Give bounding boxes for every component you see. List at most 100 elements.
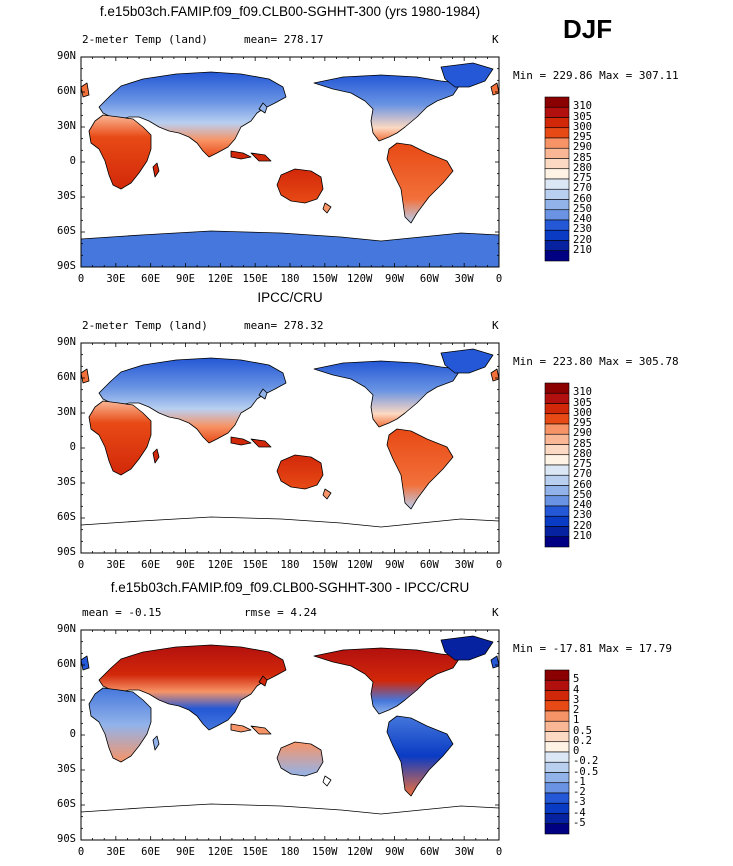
lat-tick-label: 90S [57,260,76,272]
colorbar-label: 310 [573,386,592,399]
lat-tick-label: 90N [57,50,76,62]
lat-tick-label: 60N [57,371,76,383]
colorbar-box [544,209,570,221]
lon-tick-label: 60W [419,846,439,858]
colorbar-label: 220 [573,233,592,246]
south-america-region [386,715,454,797]
map-plot [80,56,500,268]
colorbar-label: -4 [573,806,586,819]
colorbar-box [544,679,570,691]
lon-tick-label: 180 [280,273,300,285]
colorbar-box [544,168,570,180]
lon-tick-label: 180 [280,559,300,571]
madagascar-region [152,448,160,464]
colorbar-label: 300 [573,120,592,133]
colorbar-box [544,188,570,200]
colorbar-box [544,158,570,170]
colorbar-box [544,199,570,211]
australia-region [276,741,324,777]
lon-tick-label: 30E [106,559,126,571]
colorbar-label: 0.5 [573,724,592,737]
lon-tick-label: 120W [347,273,373,285]
colorbar-box [544,485,570,497]
antarctica-coastline [80,516,500,528]
colorbar-box [544,782,570,794]
australia-region [276,454,324,490]
colorbar-label: 220 [573,519,592,532]
lat-tick-label: 60S [57,798,76,810]
unit-label: K [492,606,499,619]
colorbar-label: 280 [573,161,592,174]
north-america-region [313,647,462,715]
colorbar-label: -2 [573,786,586,798]
lon-tick-label: 150W [312,273,338,285]
colorbar-label: -0.5 [573,765,599,778]
unit-label: K [492,33,499,46]
colorbar-box [544,392,570,404]
lon-tick-label: 150W [312,559,338,571]
colorbar-label: 2 [573,704,580,716]
lon-tick-label: 90W [385,846,404,858]
colorbar-box [544,413,570,425]
colorbar-box [544,751,570,763]
lon-tick-label: 0 [77,273,85,285]
south-america-region [386,428,454,510]
colorbar-label: 280 [573,447,592,460]
colorbar-box [544,669,570,681]
colorbar-label: 240 [573,213,592,225]
colorbar-box [544,823,570,835]
lon-tick-label: 60E [141,559,161,571]
lat-tick-label: 90S [57,546,76,558]
lat-tick-label: 90N [57,623,76,635]
lat-tick-label: 0 [69,441,76,453]
colorbar-box [544,137,570,149]
colorbar-box [544,792,570,804]
min-max-stats: Min = -17.81 Max = 17.79 [513,642,672,655]
colorbar-label: 250 [573,202,592,215]
panel-title: IPCC/CRU [257,290,323,305]
lon-tick-label: 60W [419,559,439,571]
maritime-continent-region [230,150,272,162]
colorbar-box [544,710,570,722]
colorbar [544,669,570,835]
lon-tick-label: 120W [347,846,373,858]
colorbar-box [544,178,570,190]
colorbar-label: 5 [573,673,580,686]
lon-tick-label: 150E [242,273,268,285]
lat-tick-label: 60S [57,511,76,523]
colorbar-box [544,720,570,732]
colorbar-box [544,802,570,814]
lon-tick-label: 60E [141,846,161,858]
colorbar-label: 260 [573,478,592,491]
unit-label: K [492,319,499,332]
colorbar-box [544,813,570,825]
lat-tick-label: 60S [57,225,76,237]
colorbar-box [544,772,570,784]
map-plot [80,342,500,554]
lon-tick-label: 120E [207,559,233,571]
madagascar-region [152,735,160,751]
maritime-continent-region [230,436,272,448]
colorbar-box [544,240,570,252]
greenland-region [440,635,494,661]
observation-map-panel: IPCC/CRU 2-meter Temp (land) mean= 278.32 K… [0,290,733,580]
colorbar-box [544,433,570,445]
lon-tick-label: 120E [207,273,233,285]
colorbar-box [544,761,570,773]
lon-tick-label: 30W [454,846,474,858]
colorbar-label: 230 [573,223,592,236]
colorbar-box [544,731,570,743]
colorbar-label: 260 [573,192,592,205]
colorbar-label: 240 [573,499,592,511]
colorbar-box [544,127,570,139]
lon-tick-label: 0 [495,846,503,858]
colorbar-box [544,505,570,517]
lat-tick-label: 30N [57,120,76,132]
colorbar-label: -5 [573,816,586,829]
madagascar-region [152,162,160,178]
lon-tick-label: 90E [176,846,195,858]
colorbar-label: 290 [573,427,592,440]
lat-tick-label: 30S [57,763,76,775]
model-map-panel: f.e15b03ch.FAMIP.f09_f09.CLB00-SGHHT-300… [0,0,733,290]
lon-tick-label: 0 [495,273,503,285]
